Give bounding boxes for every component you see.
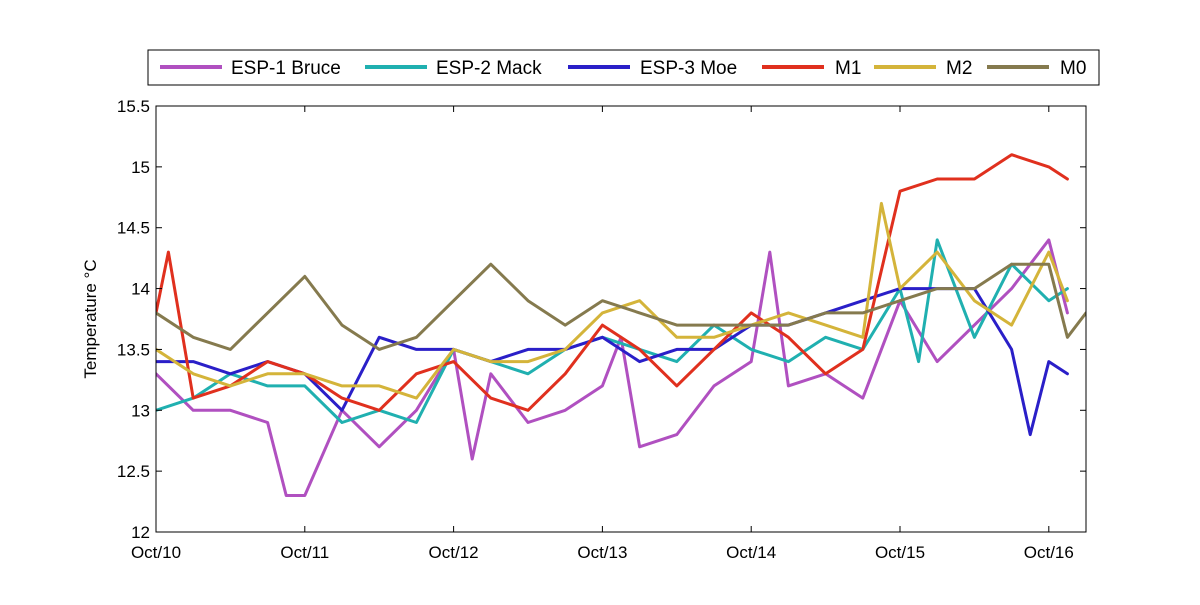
legend-label: M1 <box>835 58 861 79</box>
y-tick-label: 13 <box>131 401 150 420</box>
y-tick-label: 12.5 <box>117 462 150 481</box>
x-tick-label: Oct/16 <box>1024 543 1074 562</box>
y-axis: 12 12.5 13 13.5 14 14.5 15 15.5 <box>117 97 1086 542</box>
x-tick-label: Oct/11 <box>280 543 329 562</box>
y-tick-label: 14 <box>131 280 150 299</box>
y-axis-label: Temperature °C <box>81 259 100 378</box>
x-tick-label: Oct/14 <box>726 543 776 562</box>
series-layer <box>156 153 1086 497</box>
y-tick-label: 12 <box>131 523 150 542</box>
x-tick-label: Oct/10 <box>131 543 181 562</box>
series-line-m0 <box>156 262 1086 351</box>
x-tick-label: Oct/13 <box>577 543 627 562</box>
x-tick-label: Oct/15 <box>875 543 925 562</box>
legend-label: ESP-3 Moe <box>640 58 737 79</box>
x-axis: Oct/10 Oct/11 Oct/12 Oct/13 Oct/14 Oct/15 Oct/… <box>131 106 1074 562</box>
series-line-m1 <box>156 153 1069 412</box>
y-tick-label: 15.5 <box>117 97 150 116</box>
y-tick-label: 13.5 <box>117 340 150 359</box>
y-tick-label: 15 <box>131 158 150 177</box>
series-line-m2 <box>156 201 1069 400</box>
plot-frame <box>155 105 1087 533</box>
legend-label: M2 <box>946 58 972 79</box>
legend-label: M0 <box>1060 58 1086 79</box>
y-tick-label: 14.5 <box>117 219 150 238</box>
legend: ESP-1 Bruce ESP-2 Mack ESP-3 Moe M1 M2 M0 <box>147 49 1100 86</box>
legend-label: ESP-1 Bruce <box>231 58 341 79</box>
x-tick-label: Oct/12 <box>429 543 479 562</box>
legend-label: ESP-2 Mack <box>436 58 542 79</box>
